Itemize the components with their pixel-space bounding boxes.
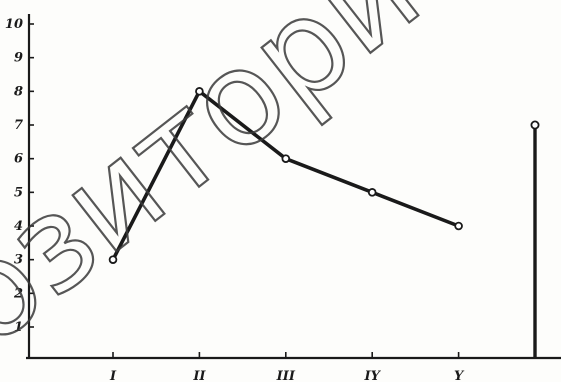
y-tick-label: 6 xyxy=(14,152,23,167)
x-tick-label: III xyxy=(276,369,296,382)
y-tick-label: 7 xyxy=(14,118,23,133)
y-tick-label: 4 xyxy=(14,219,23,234)
x-tick-label: II xyxy=(192,369,206,382)
y-tick-label: 5 xyxy=(14,185,23,200)
data-point xyxy=(281,154,291,163)
y-tick-label: 2 xyxy=(13,286,23,301)
data-point xyxy=(195,87,204,96)
watermark-lettering: озитори xyxy=(0,0,448,376)
data-point xyxy=(108,255,118,264)
x-tick-label: IY xyxy=(364,369,382,382)
y-tick-label: 8 xyxy=(14,84,23,99)
y-tick-label: 3 xyxy=(14,253,23,268)
y-tick-label: 10 xyxy=(5,17,23,32)
x-tick-label: I xyxy=(109,369,117,382)
data-point xyxy=(367,188,377,197)
x-tick-label: Y xyxy=(454,369,465,382)
y-tick-label: 1 xyxy=(14,320,23,335)
data-point xyxy=(454,221,463,231)
y-tick-label: 9 xyxy=(14,51,23,66)
isolated-bar-point xyxy=(530,120,540,130)
